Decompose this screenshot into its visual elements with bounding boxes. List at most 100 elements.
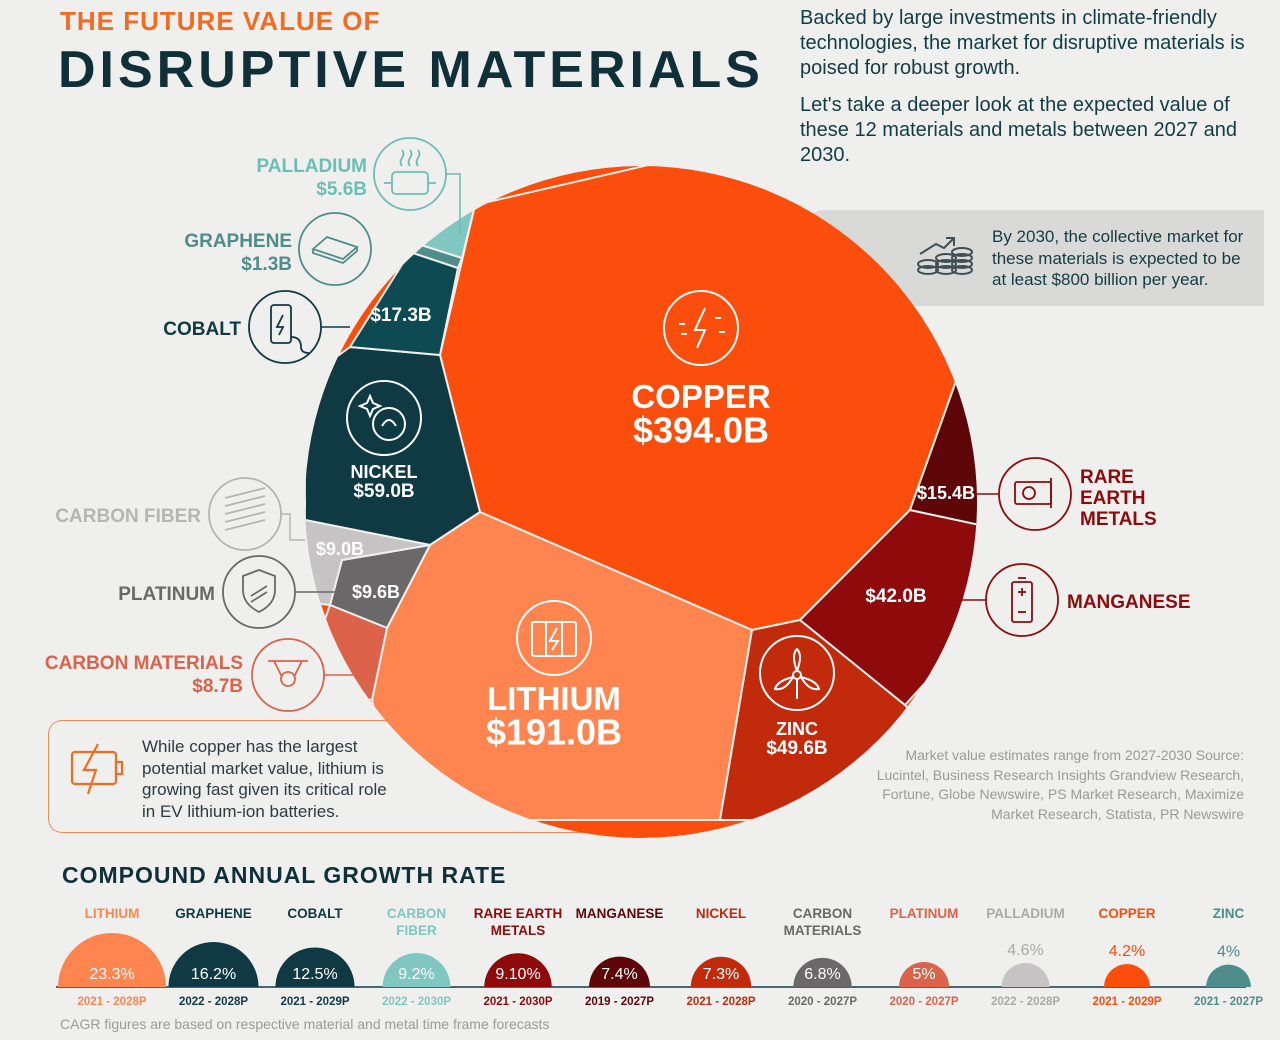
battery-bolt-icon [70,743,124,795]
cagr-period-carbon-fiber: 2022 - 2030P [382,996,451,1008]
battery-pack-icon [516,600,592,676]
cagr-name-lithium: LITHIUM [85,906,140,921]
lithium-note-box [48,720,618,833]
label-name-zinc: ZINC [776,719,818,739]
shield-icon [222,555,296,629]
callout-name-rare-earth-metals-1: EARTH [1080,488,1145,509]
label-value-zinc: $49.6B [766,738,827,759]
cagr-name-palladium: PALLADIUM [986,906,1065,921]
catalytic-converter-icon [373,137,447,211]
cagr-name-carbon-materials-0: CARBON [793,906,852,921]
cagr-name-rare-earth-metals-1: METALS [491,923,546,938]
cagr-bubble-rare-earth-metals [484,953,552,987]
cagr-period-manganese: 2019 - 2027P [585,996,654,1008]
cagr-row: LITHIUM 23.3% 2021 - 2028P GRAPHENE 16.2% 202… [56,906,1263,1008]
graphics-card-icon [998,457,1072,531]
source-note: Market value estimates range from 2027-2… [876,747,1244,822]
cagr-bubble-lithium [58,933,166,987]
value-circle [305,166,977,838]
cagr-value-copper: 4.2% [1109,943,1145,960]
cagr-name-zinc: ZINC [1213,906,1245,921]
cagr-value-cobalt: 12.5% [292,966,337,983]
label-value-manganese: $42.0B [865,586,926,607]
cell-carbon-fiber [305,518,431,607]
cagr-period-nickel: 2021 - 2028P [686,996,755,1008]
label-value-platinum: $9.6B [352,582,400,602]
cagr-period-lithium: 2021 - 2028P [77,996,146,1008]
main-title: DISRUPTIVE MATERIALS [58,41,764,99]
leader-callouts: PALLADIUM$5.6B GRAPHENE$1.3B COBALT CARBON … [45,137,1191,712]
cagr-title: COMPOUND ANNUAL GROWTH RATE [62,862,507,888]
cagr-name-copper: COPPER [1098,906,1155,921]
cagr-period-cobalt: 2021 - 2029P [280,996,349,1008]
wind-turbine-icon [759,635,835,711]
cagr-value-platinum: 5% [912,966,935,983]
callout-name-carbon-fiber: CARBON FIBER [55,506,201,527]
cagr-name-cobalt: COBALT [287,906,343,921]
label-value-rare-earth-metals: $15.4B [917,483,975,503]
cagr-bubble-nickel [690,956,752,987]
phone-charging-icon [248,290,322,364]
cagr-value-carbon-materials: 6.8% [804,966,840,983]
cagr-bubble-palladium [1001,963,1050,987]
cagr-name-carbon-fiber-1: FIBER [396,923,437,938]
value-labels: COPPER$394.0B LITHIUM$191.0B NICKEL$59.0B Z… [316,290,975,759]
cagr-bubble-zinc [1206,964,1251,987]
cagr-value-zinc: 4% [1217,944,1240,961]
cagr-period-copper: 2021 - 2029P [1092,996,1161,1008]
label-value-cobalt: $17.3B [370,305,431,326]
cagr-bubble-carbon-fiber [382,953,451,987]
callout-name-rare-earth-metals-0: RARE [1080,467,1134,488]
callout-name-cobalt: COBALT [163,319,241,340]
electric-bolt-icon [663,290,739,366]
callout-name-palladium: PALLADIUM [257,156,367,177]
cagr-value-carbon-fiber: 9.2% [398,966,434,983]
coins-growth-icon [917,237,973,275]
cagr-name-nickel: NICKEL [696,906,746,921]
drone-icon [251,638,325,712]
cagr-bubble-graphene [168,941,259,987]
cagr-bubble-copper [1104,964,1150,987]
intro-paragraph-1: Backed by large investments in climate-f… [800,7,1245,79]
intro-paragraph-2: Let's take a deeper look at the expected… [800,94,1237,166]
kicker-title: THE FUTURE VALUE OF [60,6,381,36]
cagr-period-graphene: 2022 - 2028P [179,996,248,1008]
battery-icon [985,563,1059,637]
fiber-weave-icon [208,477,282,551]
cagr-footnote: CAGR figures are based on respective mat… [60,1016,550,1032]
label-name-lithium: LITHIUM [487,680,621,717]
callout-name-rare-earth-metals-2: METALS [1080,509,1157,530]
cell-rare-earth-metals [908,368,977,527]
callout-value-palladium: $5.6B [316,179,367,200]
lithium-note-text: While copper has the largest potential m… [142,737,387,821]
cagr-name-graphene: GRAPHENE [175,906,252,921]
cagr-name-carbon-fiber-0: CARBON [387,906,446,921]
label-value-nickel: $59.0B [353,481,414,502]
label-name-nickel: NICKEL [351,462,418,482]
cagr-value-manganese: 7.4% [601,966,637,983]
cagr-name-manganese: MANGANESE [576,906,664,921]
cagr-period-palladium: 2022 - 2028P [991,996,1060,1008]
callout-name-manganese: MANGANESE [1067,592,1191,613]
callout-text: By 2030, the collective market for these… [992,227,1244,289]
cagr-period-carbon-materials: 2020 - 2027P [788,996,857,1008]
callout-value-carbon-materials: $8.7B [192,676,243,697]
nickel-coin-icon [346,380,422,456]
cagr-name-carbon-materials-1: MATERIALS [784,923,862,938]
label-value-copper: $394.0B [633,410,769,451]
cagr-name-rare-earth-metals-0: RARE EARTH [474,906,563,921]
cagr-period-rare-earth-metals: 2021 - 2030P [483,996,552,1008]
cagr-bubble-platinum [898,961,950,987]
cagr-period-zinc: 2021 - 2027P [1194,996,1263,1008]
cagr-bubble-manganese [589,956,650,987]
callout-value-graphene: $1.3B [241,254,292,275]
callout-name-platinum: PLATINUM [118,584,215,605]
cagr-period-platinum: 2020 - 2027P [889,996,958,1008]
label-name-copper: COPPER [631,378,771,415]
callout-name-graphene: GRAPHENE [184,231,292,252]
cagr-bubble-carbon-materials [793,957,852,987]
label-value-carbon-fiber: $9.0B [316,539,364,559]
label-value-lithium: $191.0B [486,712,622,753]
cagr-value-nickel: 7.3% [703,966,739,983]
